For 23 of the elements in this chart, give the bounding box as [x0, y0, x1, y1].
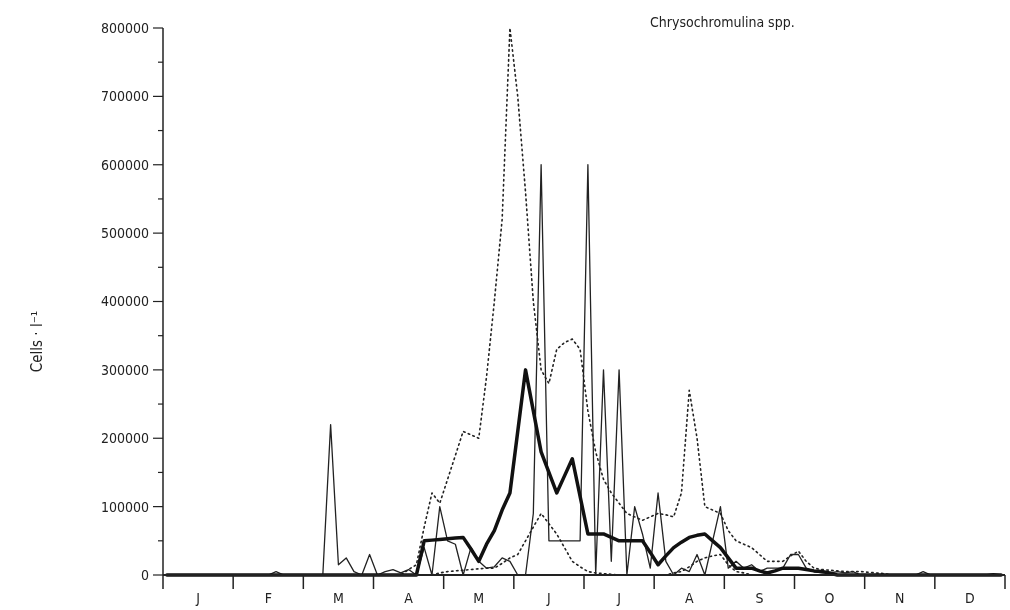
x-tick-label: A [684, 590, 694, 606]
y-tick-label: 800000 [100, 19, 149, 36]
x-tick-label: M [332, 590, 344, 606]
y-tick-label: 600000 [100, 156, 149, 173]
x-tick-label: S [755, 590, 764, 606]
x-tick-label: O [824, 590, 835, 606]
y-tick-label: 500000 [100, 225, 149, 242]
x-tick-label: M [473, 590, 485, 606]
annotation: Chrysochromulina spp. [650, 13, 795, 30]
x-tick-label: J [195, 590, 200, 606]
y-tick-label: 200000 [100, 430, 149, 447]
x-tick-label: F [264, 590, 272, 606]
x-tick-label: J [546, 590, 551, 606]
y-tick-label: 300000 [100, 361, 149, 378]
y-axis-title: Cells · l⁻¹ [28, 310, 46, 373]
x-tick-label: N [895, 590, 905, 606]
y-tick-label: 700000 [100, 88, 149, 105]
y-tick-label: 400000 [100, 293, 149, 310]
x-tick-label: J [616, 590, 621, 606]
x-tick-label: D [965, 590, 975, 606]
y-tick-label: 100000 [100, 498, 149, 515]
x-tick-label: A [404, 590, 414, 606]
y-tick-label: 0 [140, 566, 149, 583]
